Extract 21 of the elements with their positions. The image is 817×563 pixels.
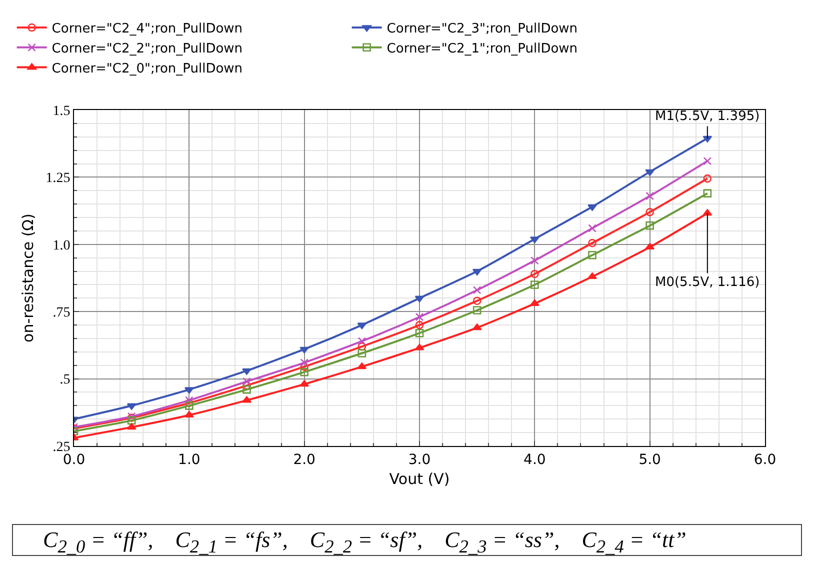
x-tick-label: 4.0 xyxy=(524,452,546,468)
x-axis-title: Vout (V) xyxy=(389,470,450,488)
x-tick-label: 1.0 xyxy=(178,452,200,468)
y-tick-label: 1.5 xyxy=(52,104,70,119)
x-tick-label: 5.0 xyxy=(638,452,661,468)
y-axis-title: on-resistance (Ω) xyxy=(18,214,37,342)
legend-label: Corner="C2_3";ron_PullDown xyxy=(386,22,578,37)
y-tick-label: 1.0 xyxy=(52,238,70,254)
legend-label: Corner="C2_2";ron_PullDown xyxy=(52,41,243,56)
legend-label: Corner="C2_1";ron_PullDown xyxy=(386,41,578,56)
x-tick-label: 3.0 xyxy=(408,452,431,468)
legend-label: Corner="C2_0";ron_PullDown xyxy=(52,61,243,76)
text: C$_{2_0}$ = “ff”, C$_{2_1}$ = “fs”, C$_{2_2}$ = “sf”, C$_{2_3}$ = “ss”, C$_{2_4}$ = “tt” xyxy=(43,527,686,556)
legend-label: Corner="C2_4";ron_PullDown xyxy=(52,22,243,37)
y-tick-label: .75 xyxy=(52,306,70,320)
annotation: M1(5.5V, 1.395) xyxy=(655,109,760,124)
annotation: M0(5.5V, 1.116) xyxy=(655,275,760,290)
x-tick-label: 2.0 xyxy=(293,452,316,468)
x-tick-label: 6.0 xyxy=(754,452,776,468)
y-tick-label: 1.25 xyxy=(46,171,70,186)
y-tick-label: .5 xyxy=(60,372,70,388)
